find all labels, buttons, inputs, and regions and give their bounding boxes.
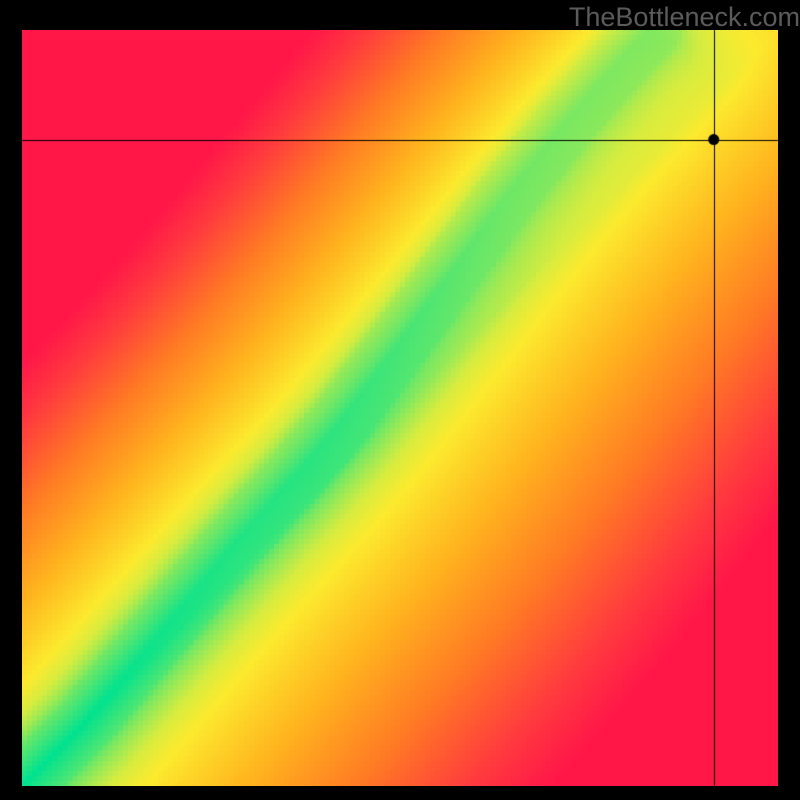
- crosshair-overlay: [0, 0, 800, 800]
- watermark-text: TheBottleneck.com: [569, 2, 800, 33]
- chart-container: TheBottleneck.com: [0, 0, 800, 800]
